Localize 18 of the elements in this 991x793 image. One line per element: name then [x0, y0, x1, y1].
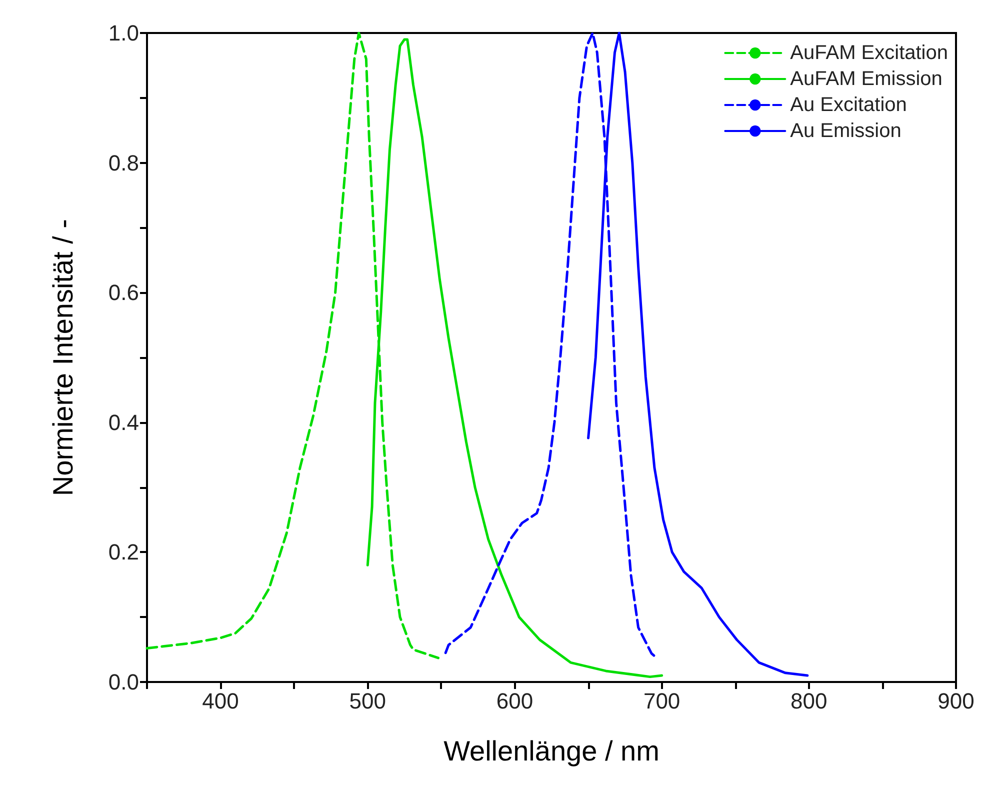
legend-label: Au Excitation: [790, 94, 907, 116]
x-axis-title: Wellenlänge / nm: [444, 736, 660, 766]
y-tick-label: 0.6: [108, 280, 139, 306]
x-tick-label: 600: [496, 688, 534, 714]
legend-label: AuFAM Emission: [790, 68, 942, 90]
legend-label: AuFAM Excitation: [790, 42, 948, 64]
y-tick-label: 0.0: [108, 670, 139, 694]
y-tick-label: 0.4: [108, 410, 139, 435]
x-tick-label: 500: [349, 688, 386, 714]
x-tick-label: 400: [202, 688, 239, 714]
x-tick-label: 800: [790, 688, 828, 714]
legend-label: Au Emission: [790, 120, 902, 142]
y-tick-label: 0.2: [108, 540, 139, 565]
x-tick-label: 900: [938, 688, 974, 714]
y-tick-label: 1.0: [108, 20, 139, 46]
x-tick-label: 700: [643, 688, 680, 714]
y-axis-title: Normierte Intensität / -: [48, 219, 78, 496]
y-tick-label: 0.8: [108, 150, 139, 176]
